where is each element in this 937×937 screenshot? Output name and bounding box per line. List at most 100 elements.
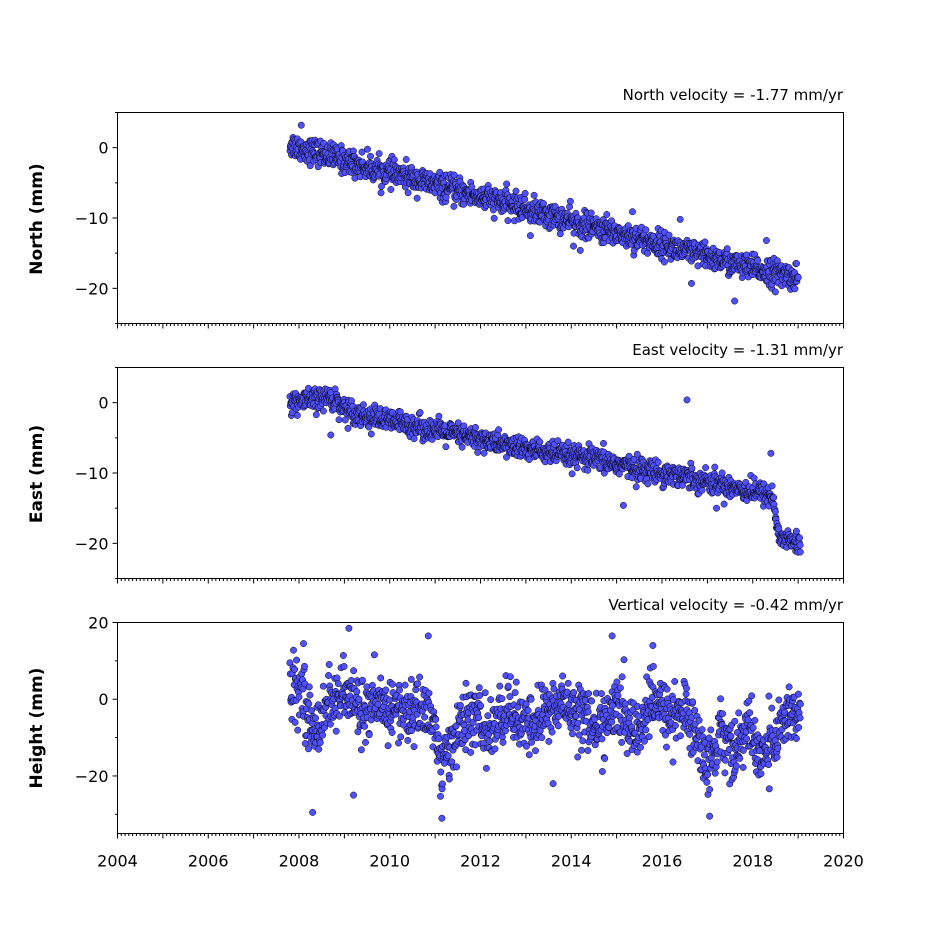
data-point bbox=[579, 737, 587, 745]
data-point bbox=[358, 148, 366, 156]
data-point bbox=[305, 745, 312, 753]
y-tick-label: 20 bbox=[88, 614, 108, 633]
data-point bbox=[511, 689, 519, 697]
data-point bbox=[688, 464, 696, 472]
data-point bbox=[791, 285, 799, 293]
data-point bbox=[347, 676, 355, 684]
data-point bbox=[432, 723, 440, 731]
outlier-point bbox=[731, 297, 739, 305]
data-point bbox=[564, 438, 572, 446]
outlier-point bbox=[300, 640, 307, 648]
outlier-point bbox=[549, 780, 557, 788]
data-point bbox=[378, 182, 385, 190]
east-x-ticks bbox=[117, 578, 844, 584]
data-point bbox=[735, 709, 743, 717]
data-point bbox=[686, 730, 693, 738]
data-point bbox=[691, 706, 699, 714]
data-point bbox=[731, 717, 739, 725]
data-point bbox=[359, 676, 366, 684]
data-point bbox=[306, 691, 314, 699]
data-point bbox=[614, 692, 622, 700]
data-point bbox=[671, 722, 679, 729]
data-point bbox=[768, 704, 776, 712]
data-point bbox=[573, 464, 581, 472]
data-point bbox=[445, 775, 453, 783]
data-point bbox=[312, 714, 319, 722]
data-point bbox=[706, 786, 714, 793]
data-point bbox=[334, 680, 342, 688]
data-point bbox=[503, 180, 511, 188]
y-tick-label: 0 bbox=[98, 690, 108, 709]
data-point bbox=[344, 424, 352, 432]
data-point bbox=[436, 168, 444, 176]
data-point bbox=[574, 753, 582, 761]
data-point bbox=[472, 423, 479, 431]
data-point bbox=[416, 409, 424, 416]
data-point bbox=[355, 695, 363, 703]
data-point bbox=[367, 430, 375, 438]
data-point bbox=[506, 673, 514, 681]
y-tick-label: −20 bbox=[75, 767, 109, 786]
data-point bbox=[487, 696, 495, 704]
outlier-point bbox=[570, 242, 577, 250]
data-point bbox=[325, 661, 333, 668]
data-point bbox=[765, 761, 773, 769]
data-point bbox=[793, 260, 800, 267]
data-point bbox=[291, 665, 299, 673]
outlier-point bbox=[350, 791, 357, 799]
data-point bbox=[432, 716, 440, 723]
data-point bbox=[654, 458, 662, 466]
data-point bbox=[361, 722, 369, 730]
data-point bbox=[718, 469, 726, 477]
data-point bbox=[359, 401, 367, 409]
data-point bbox=[339, 652, 347, 659]
data-point bbox=[751, 716, 759, 724]
x-tick-label: 2020 bbox=[823, 852, 864, 871]
data-point bbox=[407, 675, 415, 683]
data-point bbox=[689, 698, 697, 706]
east-points bbox=[286, 384, 804, 556]
data-point bbox=[538, 734, 546, 742]
y-tick-label: 0 bbox=[98, 139, 108, 158]
data-point bbox=[527, 695, 535, 703]
data-point bbox=[482, 764, 490, 772]
north-axes-frame bbox=[117, 112, 844, 324]
data-point bbox=[333, 674, 341, 682]
data-point bbox=[335, 712, 343, 720]
data-point bbox=[512, 187, 520, 195]
outlier-point bbox=[345, 624, 353, 632]
data-point bbox=[720, 500, 728, 508]
data-point bbox=[462, 679, 470, 687]
data-point bbox=[435, 412, 443, 420]
data-point bbox=[387, 186, 395, 193]
x-tick-label: 2012 bbox=[460, 852, 501, 871]
data-point bbox=[644, 480, 652, 488]
data-point bbox=[698, 726, 706, 734]
data-point bbox=[749, 724, 757, 732]
data-point bbox=[536, 438, 544, 446]
data-point bbox=[491, 745, 499, 753]
data-point bbox=[732, 762, 740, 770]
data-point bbox=[570, 688, 578, 696]
data-point bbox=[438, 780, 446, 788]
data-point bbox=[682, 690, 690, 698]
data-point bbox=[796, 548, 804, 556]
data-point bbox=[644, 249, 652, 257]
data-point bbox=[725, 745, 733, 753]
data-point bbox=[775, 696, 783, 704]
data-point bbox=[545, 737, 553, 745]
outlier-point bbox=[608, 632, 616, 640]
data-point bbox=[350, 667, 358, 675]
data-point bbox=[796, 714, 804, 722]
data-point bbox=[774, 744, 782, 752]
data-point bbox=[701, 238, 709, 246]
data-point bbox=[739, 763, 747, 771]
y-tick-label: 0 bbox=[98, 394, 108, 413]
data-point bbox=[671, 678, 679, 685]
data-point bbox=[609, 702, 616, 710]
data-point bbox=[559, 672, 567, 680]
data-point bbox=[645, 733, 653, 741]
data-point bbox=[598, 735, 606, 743]
data-point bbox=[410, 435, 418, 443]
